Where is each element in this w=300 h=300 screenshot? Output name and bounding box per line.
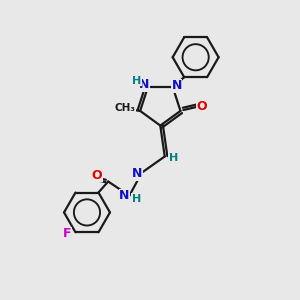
- Text: N: N: [119, 189, 130, 202]
- Text: O: O: [92, 169, 102, 182]
- Text: CH₃: CH₃: [114, 103, 135, 113]
- Text: H: H: [131, 194, 141, 204]
- Text: N: N: [132, 167, 142, 180]
- Text: N: N: [139, 78, 149, 92]
- Text: O: O: [196, 100, 207, 113]
- Text: H: H: [169, 153, 178, 163]
- Text: N: N: [171, 79, 182, 92]
- Text: H: H: [132, 76, 141, 86]
- Text: F: F: [62, 227, 71, 240]
